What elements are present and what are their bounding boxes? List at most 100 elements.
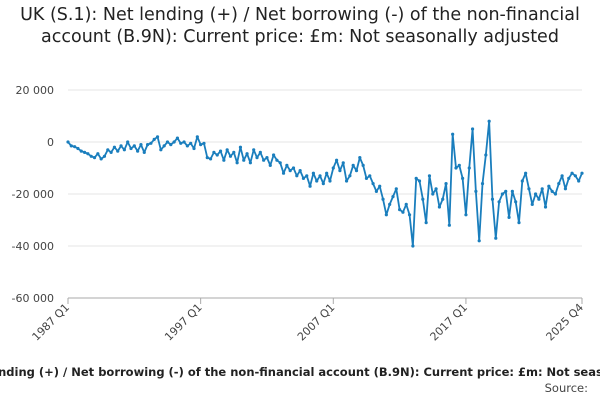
data-point (530, 202, 534, 206)
data-point (391, 195, 395, 199)
data-point (371, 182, 375, 186)
data-point (331, 166, 335, 170)
y-tick-label: -20 000 (12, 188, 54, 201)
data-point (570, 171, 574, 175)
data-point (301, 176, 306, 180)
x-tick-label: 2025 Q4 (544, 301, 587, 344)
data-point (384, 213, 388, 217)
data-point (480, 182, 485, 186)
data-point (175, 136, 180, 140)
data-point (411, 244, 415, 248)
data-point (374, 189, 378, 193)
data-point (454, 166, 458, 170)
data-point (470, 127, 475, 131)
data-point (172, 140, 176, 144)
series-layer (66, 119, 584, 248)
data-point (169, 143, 173, 147)
data-point (308, 184, 312, 188)
data-point (79, 149, 83, 153)
legend-label: UK (S.1): Net lending (+) / Net borrowin… (0, 365, 600, 379)
data-point (527, 187, 531, 191)
data-point (447, 223, 451, 227)
data-point (517, 221, 521, 225)
data-point (520, 179, 524, 183)
data-point (139, 143, 143, 147)
data-point (315, 179, 319, 183)
data-point (195, 135, 199, 139)
data-point (73, 145, 77, 149)
data-point (417, 179, 422, 183)
data-point (398, 208, 402, 212)
data-point (358, 156, 362, 160)
data-point (232, 150, 236, 154)
data-point (242, 158, 246, 162)
data-point (295, 174, 299, 178)
x-tick-label: 2017 Q1 (428, 301, 471, 344)
data-point (560, 174, 564, 178)
y-tick-label: 20 000 (16, 84, 55, 97)
data-point (444, 182, 448, 186)
data-point (487, 119, 491, 123)
data-point (225, 148, 229, 152)
data-point (378, 184, 382, 188)
data-point (132, 144, 136, 148)
x-tick-label: 2007 Q1 (295, 301, 338, 344)
data-point (106, 148, 110, 152)
chart-title: UK (S.1): Net lending (+) / Net borrowin… (20, 5, 580, 47)
data-point (218, 149, 223, 153)
data-point (142, 150, 146, 154)
data-point (129, 146, 133, 151)
data-point (162, 144, 166, 148)
data-point (235, 161, 239, 165)
data-point (69, 144, 73, 148)
data-point (228, 154, 233, 158)
data-point (504, 189, 508, 193)
source-label: Source: (544, 381, 588, 395)
data-point (325, 171, 329, 175)
data-point (414, 176, 418, 180)
data-point (272, 153, 276, 157)
x-axis: 1987 Q1 1997 Q1 2007 Q1 2017 Q1 2025 Q4 (30, 297, 587, 344)
data-point (222, 158, 226, 162)
data-point (275, 158, 279, 162)
series-line (67, 120, 583, 247)
data-point (66, 140, 70, 144)
data-point (524, 171, 528, 175)
data-point (92, 156, 97, 160)
grid-lines (68, 89, 582, 299)
data-point (76, 146, 80, 151)
data-point (341, 161, 345, 165)
data-point (344, 179, 349, 183)
data-point (507, 215, 511, 219)
data-point (255, 156, 259, 160)
data-point (381, 197, 385, 201)
y-tick-label: -40 000 (12, 240, 54, 253)
data-point (557, 182, 561, 186)
data-point (245, 152, 249, 156)
data-point (437, 205, 442, 209)
data-point (434, 187, 438, 191)
data-point (291, 166, 296, 170)
data-point (401, 210, 405, 214)
data-point (543, 205, 548, 209)
data-point (328, 179, 332, 183)
data-point (119, 144, 123, 148)
data-point (563, 187, 568, 191)
data-point (441, 197, 445, 201)
data-point (199, 143, 203, 147)
data-point (89, 154, 93, 158)
data-point (215, 153, 219, 157)
data-point (122, 148, 126, 152)
data-point (205, 156, 209, 160)
data-point (268, 163, 272, 167)
data-point (116, 149, 120, 153)
data-point (427, 174, 432, 178)
data-point (573, 174, 577, 178)
data-point (484, 153, 488, 157)
data-point (467, 166, 471, 170)
data-point (311, 171, 315, 175)
legend: UK (S.1): Net lending (+) / Net borrowin… (0, 365, 600, 381)
data-point (451, 132, 455, 136)
data-point (112, 145, 117, 149)
y-axis-ticks: 20 000 0 -20 000 -40 000 -60 000 (12, 84, 54, 305)
